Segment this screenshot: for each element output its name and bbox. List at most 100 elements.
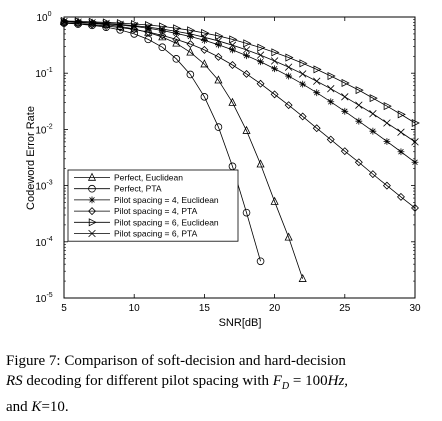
legend-marker: [88, 218, 97, 227]
data-point: [270, 196, 279, 205]
data-point: [396, 192, 405, 201]
series-pilot-spacing-4-pta: [60, 19, 419, 212]
data-point: [228, 41, 237, 49]
data-point: [214, 37, 223, 45]
legend-marker: [88, 196, 96, 204]
data-point: [397, 110, 406, 119]
data-point: [172, 38, 181, 47]
caption-line-3: and K=10.: [6, 399, 69, 415]
data-point: [355, 86, 364, 95]
axis-ticks: 5 10 15 20 25 30 10-5 10-4 10-3 10-2 10-1 100: [35, 11, 421, 314]
series-perfect-euclidean: [59, 16, 307, 282]
data-point: [341, 107, 349, 115]
legend-label: Pilot spacing = 4, PTA: [114, 206, 198, 216]
data-point: [214, 52, 223, 61]
data-point: [382, 181, 391, 190]
caption-k: K: [31, 399, 42, 415]
data-point: [158, 31, 167, 40]
data-point: [229, 35, 238, 44]
legend-label: Pilot spacing = 6, Euclidean: [114, 217, 219, 227]
caption-line-2: RS decoding for different pilot spacing …: [6, 371, 436, 397]
data-point: [271, 48, 280, 57]
data-point: [284, 101, 293, 110]
data-point: [158, 43, 167, 52]
data-point: [383, 102, 392, 111]
data-point: [200, 93, 209, 101]
legend-label: Pilot spacing = 4, Euclidean: [114, 195, 219, 205]
y-tick-label: 10-5: [35, 292, 52, 305]
data-point: [186, 33, 194, 40]
data-point: [284, 232, 293, 241]
data-point: [88, 20, 97, 29]
series-line-pilot-spacing-6-euclidean: [63, 20, 416, 124]
data-point: [256, 79, 265, 88]
data-point: [397, 128, 405, 136]
series-pilot-spacing-6-pta: [60, 17, 419, 146]
y-tick-label: 10-4: [35, 236, 52, 249]
data-point: [256, 51, 265, 59]
data-point: [201, 28, 210, 38]
data-point: [327, 85, 335, 93]
data-point: [355, 117, 363, 125]
data-point: [313, 89, 321, 97]
data-point: [299, 80, 307, 88]
data-point: [172, 35, 181, 44]
legend-marker: [88, 207, 96, 216]
data-point: [200, 59, 209, 68]
plot-frame: [63, 16, 416, 299]
data-point: [312, 124, 321, 133]
data-point: [313, 65, 322, 74]
data-point: [271, 65, 278, 73]
y-tick-label: 10-1: [35, 67, 52, 80]
data-point: [256, 257, 265, 266]
data-point: [243, 52, 250, 60]
series-pilot-spacing-4-euclidean: [60, 18, 419, 166]
caption-fd-value: = 100: [289, 373, 328, 389]
legend-entry-perfect-euclidean: Perfect, Euclidean: [74, 173, 183, 183]
data-point: [102, 22, 111, 31]
data-point: [242, 46, 251, 54]
data-point: [298, 273, 307, 282]
data-point: [299, 59, 308, 68]
data-point: [369, 110, 377, 118]
legend-box: [67, 169, 239, 242]
data-point: [186, 40, 195, 49]
data-point: [354, 158, 363, 167]
data-point: [214, 123, 223, 131]
figure-caption: Figure 7: Comparison of soft-decision an…: [6, 351, 436, 417]
data-point: [74, 18, 82, 26]
data-point: [186, 30, 195, 38]
data-point: [242, 69, 251, 78]
legend-marker: [88, 229, 96, 238]
data-point: [215, 31, 224, 41]
data-point: [229, 46, 236, 54]
data-point: [327, 71, 336, 81]
data-point: [158, 25, 166, 33]
data-point: [284, 63, 293, 71]
data-point: [158, 27, 166, 34]
legend-label: Perfect, Euclidean: [114, 173, 183, 183]
data-point: [257, 58, 264, 66]
data-point: [298, 70, 307, 78]
data-point: [383, 119, 391, 127]
legend-marker: [87, 172, 97, 181]
y-tick-label: 100: [36, 11, 51, 24]
y-axis-label: Codeword Error Rate: [25, 106, 37, 210]
data-point: [341, 78, 350, 88]
legend-entry-perfect-pta: Perfect, PTA: [74, 184, 162, 194]
data-point: [228, 61, 237, 69]
y-tick-label: 10-3: [35, 180, 52, 193]
caption-k-value: =10.: [41, 399, 69, 415]
caption-line-1: Figure 7: Comparison of soft-decision an…: [6, 353, 346, 369]
series-line-perfect-pta: [63, 22, 261, 262]
legend-label: Perfect, PTA: [114, 184, 162, 194]
data-point: [215, 41, 222, 49]
data-point: [187, 26, 196, 35]
data-point: [116, 20, 124, 29]
data-point: [257, 43, 266, 52]
data-point: [298, 112, 307, 121]
data-point: [369, 94, 378, 103]
data-point: [256, 159, 265, 168]
